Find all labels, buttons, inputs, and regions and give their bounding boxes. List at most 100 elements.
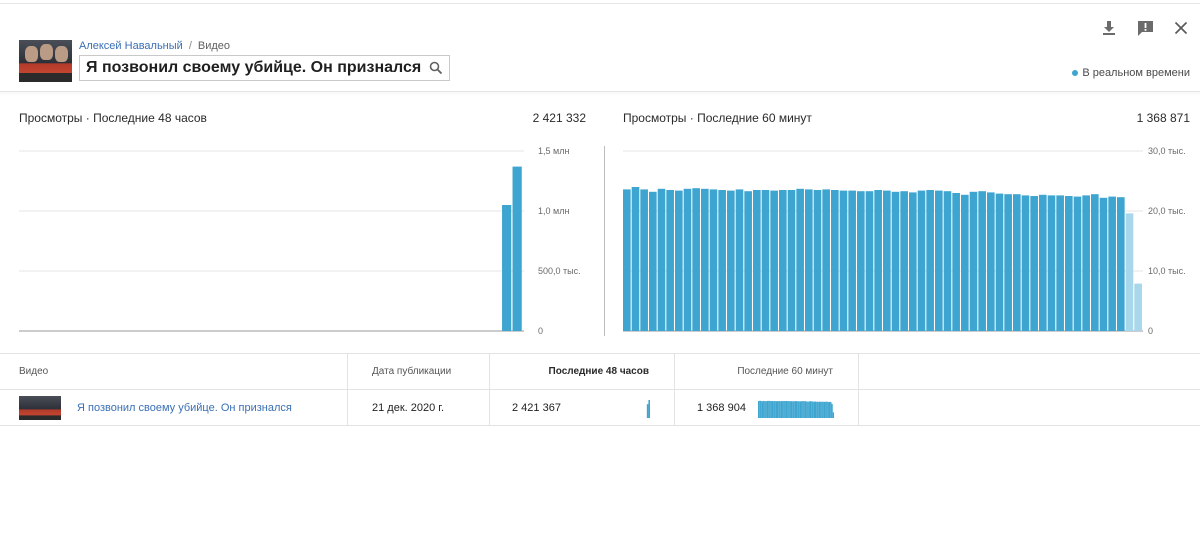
chart-bar[interactable] (1065, 196, 1073, 331)
chart-bar[interactable] (900, 191, 908, 331)
sparkline-bar (826, 401, 828, 418)
sparkline-bar (761, 401, 764, 418)
chart-bar[interactable] (779, 190, 787, 331)
sparkline-bar (777, 401, 779, 418)
chart-bar[interactable] (675, 190, 683, 331)
chart-bar[interactable] (961, 194, 969, 331)
column-divider (858, 354, 859, 390)
sparkline-bar (779, 401, 781, 418)
chart-bar[interactable] (787, 190, 796, 331)
sparkline-bar (817, 401, 819, 418)
chart-bar[interactable] (978, 191, 986, 331)
table-row[interactable]: Я позвонил своему убийце. Он признался 2… (0, 390, 1200, 426)
chart-bar[interactable] (649, 191, 657, 331)
chart-bar[interactable] (1056, 195, 1064, 331)
chart-bar[interactable] (952, 193, 960, 331)
chart-bar[interactable] (909, 192, 917, 331)
chart-bar[interactable] (1073, 196, 1082, 331)
sparkline-bar (796, 401, 798, 418)
y-tick-label: 10,0 тыс. (1148, 266, 1186, 276)
breadcrumb-channel-link[interactable]: Алексей Навальный (79, 40, 183, 52)
chart-bar[interactable] (1021, 195, 1030, 331)
chart-bar[interactable] (701, 188, 709, 331)
videos-table: Видео Дата публикации Последние 48 часов… (0, 353, 1200, 426)
sparkline-bar (646, 404, 649, 418)
chart-bar[interactable] (935, 190, 943, 331)
header-video: Видео (19, 366, 49, 377)
chart-bar[interactable] (1108, 196, 1116, 331)
video-thumbnail[interactable] (19, 40, 72, 82)
chart-bar[interactable] (753, 190, 761, 331)
column-divider (674, 390, 675, 426)
chart-bar[interactable] (1117, 197, 1125, 331)
download-icon[interactable] (1099, 18, 1119, 38)
chart-bar[interactable] (683, 188, 692, 331)
chart-bar[interactable] (822, 189, 830, 331)
chart-bar[interactable] (1047, 195, 1056, 331)
chart-bar[interactable] (796, 188, 804, 331)
chart-bar[interactable] (657, 188, 666, 331)
search-icon[interactable] (429, 61, 443, 75)
chart-bar[interactable] (848, 190, 856, 331)
chart-bar[interactable] (1134, 283, 1142, 331)
chart-bar[interactable] (805, 189, 813, 331)
chart-bar[interactable] (883, 190, 891, 331)
sparkline-bar (816, 401, 818, 418)
chart-bar[interactable] (744, 191, 752, 331)
chart-bar[interactable] (623, 189, 631, 331)
chart-bar[interactable] (718, 190, 726, 331)
chart-bar[interactable] (512, 166, 522, 331)
chart-bar[interactable] (857, 191, 865, 331)
breadcrumb-section[interactable]: Видео (197, 40, 231, 52)
left-panel-title: Просмотры · Последние 48 часов (19, 111, 207, 125)
sparkline-bar (766, 400, 769, 418)
chart-bar[interactable] (1091, 194, 1099, 331)
chart-bar[interactable] (1004, 194, 1012, 331)
chart-bar[interactable] (640, 189, 648, 331)
row-video-thumbnail[interactable] (19, 396, 61, 420)
sparkline-bar (827, 402, 829, 418)
chart-bar[interactable] (666, 190, 674, 331)
chart-bar[interactable] (1030, 196, 1038, 331)
chart-bar[interactable] (874, 190, 882, 331)
header-last-60m[interactable]: Последние 60 минут (737, 366, 833, 377)
chart-bar[interactable] (865, 191, 874, 331)
close-icon[interactable] (1171, 18, 1191, 38)
chart-bar[interactable] (761, 190, 770, 331)
header-publish-date[interactable]: Дата публикации (372, 366, 452, 377)
realtime-indicator: В реальном времени (1072, 67, 1190, 79)
chart-bar[interactable] (502, 205, 512, 331)
sparkline-bar (823, 401, 826, 418)
sparkline-bar (784, 401, 786, 418)
chart-bar[interactable] (969, 191, 978, 331)
header-last-48h[interactable]: Последние 48 часов (548, 366, 649, 377)
chart-bar[interactable] (891, 191, 900, 331)
row-video-title-link[interactable]: Я позвонил своему убийце. Он признался (77, 401, 292, 414)
chart-bar[interactable] (1039, 194, 1047, 331)
feedback-icon[interactable] (1135, 18, 1155, 38)
chart-bar[interactable] (839, 190, 848, 331)
chart-bar[interactable] (1125, 213, 1134, 331)
chart-bar[interactable] (987, 192, 995, 331)
chart-bar[interactable] (995, 193, 1004, 331)
chart-bar[interactable] (770, 190, 778, 331)
chart-bar[interactable] (631, 187, 640, 331)
chart-bar[interactable] (943, 191, 952, 331)
chart-bar[interactable] (709, 189, 718, 331)
table-header-row: Видео Дата публикации Последние 48 часов… (0, 353, 1200, 390)
chart-bar[interactable] (813, 190, 822, 331)
sparkline-bar (807, 401, 809, 418)
chart-bar[interactable] (1099, 197, 1108, 331)
chart-bar[interactable] (926, 190, 934, 331)
sparkline-bar (821, 401, 823, 418)
chart-bar[interactable] (1082, 195, 1090, 331)
video-title-selector[interactable]: Я позвонил своему убийце. Он признался (79, 55, 451, 81)
chart-bar[interactable] (831, 190, 839, 331)
views-48h-chart: 1,5 млн 1,0 млн 500,0 тыс. 0 (19, 146, 581, 336)
chart-bar[interactable] (692, 188, 700, 331)
chart-bar[interactable] (735, 189, 744, 331)
chart-bar[interactable] (1013, 194, 1021, 331)
sparkline-bar (825, 401, 827, 418)
chart-bar[interactable] (727, 190, 735, 331)
chart-bar[interactable] (917, 190, 926, 331)
